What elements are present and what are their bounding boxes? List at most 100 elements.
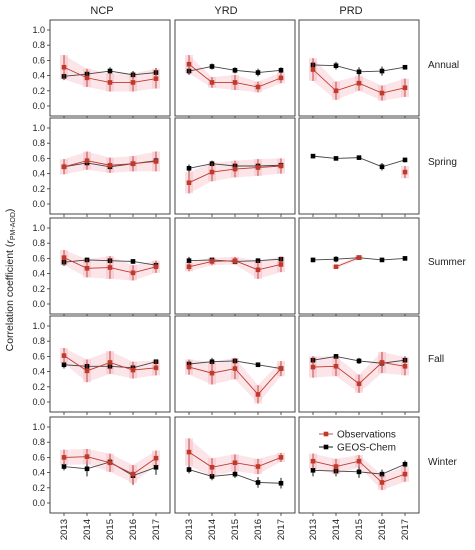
- y-tick-label: 0.8: [32, 336, 45, 346]
- column-header-prd: PRD: [339, 5, 362, 17]
- y-tick-label: 0.4: [32, 71, 45, 81]
- observations-point: [130, 270, 136, 276]
- row-label-fall: Fall: [428, 354, 444, 365]
- panel-ncp-annual: 0.0 0.2 0.4 0.6 0.8 1.0: [32, 19, 171, 119]
- observations-point: [232, 166, 238, 172]
- panel-prd-annual: [298, 19, 420, 119]
- panel-yrd-winter: [174, 416, 296, 516]
- geos-chem-point: [333, 256, 339, 262]
- geos-chem-point: [186, 467, 192, 472]
- observations-point: [402, 363, 408, 369]
- y-tick-label: 0.0: [32, 397, 45, 407]
- y-tick-label: 0.6: [32, 452, 45, 462]
- panel-ncp-spring: 0.0 0.2 0.4 0.6 0.8 1.0: [32, 117, 171, 217]
- observations-point: [107, 265, 113, 270]
- geos-chem-point: [356, 155, 362, 160]
- x-tick-label: 2013: [184, 519, 195, 540]
- observations-point: [153, 159, 159, 164]
- observations-point: [232, 80, 238, 85]
- observations-point: [402, 169, 408, 175]
- y-tick-label: 1.0: [32, 422, 45, 432]
- y-tick-label: 0.2: [32, 184, 45, 194]
- observations-point: [278, 262, 284, 267]
- observations-point: [232, 460, 238, 466]
- geos-chem-point: [255, 70, 261, 75]
- x-tick-label: 2013: [308, 519, 319, 540]
- panel-yrd-annual: [174, 19, 296, 119]
- observations-point: [61, 255, 67, 260]
- y-tick-label: 0.8: [32, 138, 45, 148]
- observations-point: [255, 392, 261, 397]
- observations-point: [333, 363, 339, 369]
- observations-point: [255, 267, 261, 273]
- observations-point: [209, 370, 215, 376]
- x-tick-label: 2016: [128, 519, 139, 540]
- observations-point: [278, 366, 284, 371]
- y-tick-label: 0.4: [32, 269, 45, 279]
- observations-point: [333, 464, 339, 469]
- y-axis-title-r: r: [4, 240, 16, 244]
- row-labels: Annual Spring Summer Fall Winter: [428, 60, 466, 468]
- y-tick-label: 0.0: [32, 498, 45, 508]
- x-tick-label: 2017: [276, 519, 287, 540]
- observations-point: [333, 264, 339, 270]
- geos-chem-point: [379, 68, 385, 74]
- y-tick-label: 0.6: [32, 55, 45, 65]
- geos-chem-point: [402, 64, 408, 70]
- panel-frame: [298, 117, 420, 215]
- y-tick-label: 0.2: [32, 284, 45, 294]
- y-tick-label: 0.2: [32, 382, 45, 392]
- observations-point: [356, 381, 362, 387]
- observations-point: [255, 464, 261, 469]
- y-tick-label: 0.8: [32, 437, 45, 447]
- y-tick-label: 0.6: [32, 253, 45, 263]
- panel-prd-fall: [298, 315, 420, 415]
- panel-prd-summer: [298, 217, 420, 317]
- geos-chem-point: [333, 156, 339, 161]
- legend-geos-chem-marker: [323, 444, 329, 450]
- panel-ncp-fall: 0.0 0.2 0.4 0.6 0.8 1.0: [32, 315, 171, 415]
- geos-chem-point: [255, 480, 261, 485]
- geos-chem-point: [402, 256, 408, 261]
- geos-chem-point: [232, 471, 238, 477]
- x-tick-label: 2017: [400, 519, 411, 540]
- y-tick-label: 0.0: [32, 299, 45, 309]
- observations-point: [130, 367, 136, 373]
- observations-point: [232, 366, 238, 371]
- observations-point: [209, 259, 215, 264]
- observations-point: [255, 165, 261, 170]
- observations-point: [278, 75, 284, 81]
- panel-yrd-fall: [174, 315, 296, 415]
- observations-point: [379, 90, 385, 96]
- geos-chem-point: [278, 480, 284, 486]
- observations-point: [402, 471, 408, 477]
- x-tick-label: 2014: [207, 519, 218, 540]
- observations-point: [232, 258, 238, 263]
- observations-point: [84, 158, 90, 163]
- panel-prd-winter: Observations GEOS-Chem: [298, 416, 420, 516]
- observations-point: [130, 161, 136, 167]
- y-tick-label: 0.0: [32, 101, 45, 111]
- observations-point: [379, 360, 385, 365]
- y-axis-title-main: Correlation coefficient (: [4, 243, 16, 351]
- x-tick-label: 2014: [331, 519, 342, 540]
- observations-point: [84, 454, 90, 459]
- y-tick-label: 1.0: [32, 321, 45, 331]
- observations-point: [84, 368, 90, 374]
- geos-chem-point: [153, 464, 159, 470]
- observations-point: [209, 464, 215, 470]
- geos-chem-point: [107, 68, 113, 74]
- y-tick-label: 1.0: [32, 123, 45, 133]
- legend: Observations GEOS-Chem: [319, 430, 396, 454]
- x-tick-label: 2015: [230, 519, 241, 540]
- observations-point: [186, 449, 192, 455]
- observations-point: [310, 364, 316, 370]
- y-tick-label: 0.4: [32, 367, 45, 377]
- observations-point: [186, 180, 192, 186]
- legend-observations-marker: [323, 431, 329, 437]
- geos-chem-point: [186, 165, 192, 171]
- observations-line: [335, 257, 360, 268]
- geos-chem-point: [61, 464, 67, 469]
- observations-point: [278, 455, 284, 460]
